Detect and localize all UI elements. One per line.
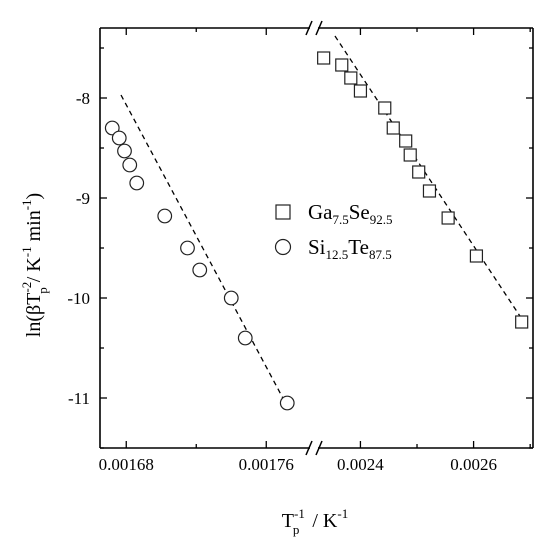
data-point-square (344, 71, 358, 85)
series-square (317, 35, 529, 329)
top-axis-break (305, 20, 323, 36)
y-tick-label: -10 (67, 289, 90, 308)
x-tick-label: 0.00176 (239, 455, 294, 474)
data-point-square (353, 84, 368, 98)
legend: Ga7.5Se92.5 Si12.5Te87.5 (274, 200, 393, 262)
data-point-square (386, 121, 400, 135)
data-point-circle (279, 395, 295, 411)
y-tick-label: -11 (68, 389, 90, 408)
legend-label: Si12.5Te87.5 (308, 235, 392, 262)
fit-line (120, 94, 287, 404)
data-point-square (317, 51, 331, 65)
data-point-circle (237, 330, 253, 346)
data-point-square (469, 249, 484, 263)
data-point-circle (111, 130, 127, 146)
svg-text:ln(βT-2p / K-1 min-1): ln(βT-2p / K-1 min-1) (19, 193, 50, 337)
data-point-square (403, 148, 417, 162)
data-point-circle (117, 143, 132, 159)
legend-circle-icon (274, 238, 292, 256)
data-point-circle (192, 262, 208, 278)
data-point-circle (180, 240, 195, 256)
break-mark-stroke (305, 20, 313, 36)
data-point-circle (157, 208, 173, 224)
x-tick-label: 0.0024 (337, 455, 384, 474)
data-point-circle (223, 290, 239, 306)
data-point-square (515, 315, 529, 329)
data-point-circle (129, 175, 145, 191)
legend-label: Ga7.5Se92.5 (308, 200, 393, 227)
data-point-square (412, 165, 426, 179)
y-tick-label: -8 (76, 89, 90, 108)
legend-square-icon (275, 204, 291, 220)
data-point-square (378, 101, 392, 115)
data-point-circle (104, 120, 120, 136)
fit-line (334, 35, 526, 324)
data-point-circle (122, 157, 138, 173)
x-tick-label: 0.0026 (450, 455, 497, 474)
data-point-square (422, 184, 437, 198)
data-point-square (399, 134, 413, 148)
break-mark-stroke (315, 440, 323, 456)
y-axis-title: ln(βT-2p / K-1 min-1) (19, 193, 50, 337)
bottom-axis-break (305, 440, 323, 456)
y-tick-label: -9 (76, 189, 90, 208)
x-tick-label: 0.00168 (99, 455, 154, 474)
series-circle (104, 94, 295, 411)
data-point-square (441, 211, 455, 225)
data-point-square (335, 58, 349, 72)
break-mark-stroke (305, 440, 313, 456)
break-mark-stroke (315, 20, 323, 36)
x-axis-title: T-1 p / K-1 (282, 506, 348, 537)
